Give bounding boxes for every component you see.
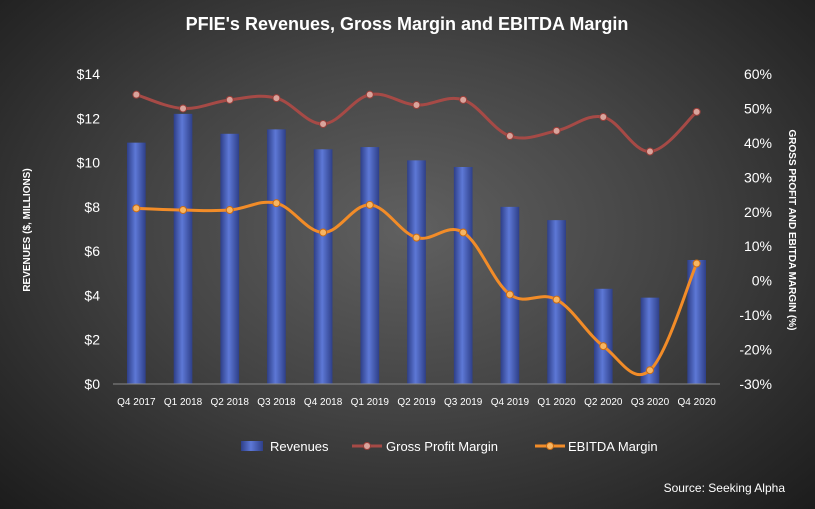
legend-label-gross-margin: Gross Profit Margin bbox=[386, 439, 498, 454]
ebitda-margin-point bbox=[552, 295, 561, 304]
revenue-bar bbox=[453, 167, 473, 384]
x-tick-label: Q2 2020 bbox=[584, 397, 623, 408]
x-tick-label: Q4 2019 bbox=[491, 397, 530, 408]
y-tick-label: $12 bbox=[77, 110, 101, 126]
y2-tick-label: -20% bbox=[739, 342, 772, 358]
ebitda-margin-point bbox=[412, 233, 421, 242]
gross-margin-point bbox=[645, 147, 654, 156]
x-tick-label: Q1 2020 bbox=[537, 397, 576, 408]
ebitda-margin-point bbox=[319, 228, 328, 237]
y2-tick-label: 40% bbox=[744, 135, 772, 151]
gross-margin-point bbox=[459, 95, 468, 104]
gross-margin-point bbox=[225, 95, 234, 104]
x-tick-label: Q2 2019 bbox=[397, 397, 436, 408]
legend-label-ebitda-margin: EBITDA Margin bbox=[568, 439, 658, 454]
gross-margin-point bbox=[505, 132, 514, 140]
gross-margin-point bbox=[412, 101, 421, 109]
gross-margin-point bbox=[319, 119, 328, 128]
ebitda-margin-point bbox=[132, 204, 141, 213]
x-tick-label: Q1 2018 bbox=[164, 397, 203, 408]
gross-margin-point bbox=[132, 90, 141, 99]
y2-tick-label: 10% bbox=[744, 238, 772, 254]
y2-tick-label: 50% bbox=[744, 100, 772, 116]
y-tick-label: $10 bbox=[77, 155, 101, 171]
revenue-bar bbox=[267, 129, 286, 384]
legend: Revenues Gross Profit Margin EBITDA Margin bbox=[241, 439, 658, 454]
gross-margin-point bbox=[179, 104, 188, 113]
y2-tick-label: -10% bbox=[739, 307, 772, 323]
y2-tick-label: 20% bbox=[744, 204, 772, 220]
ebitda-margin-point bbox=[692, 259, 701, 268]
y2-tick-label: -30% bbox=[739, 376, 772, 392]
y-tick-label: $2 bbox=[84, 332, 100, 348]
x-tick-label: Q4 2020 bbox=[677, 397, 716, 408]
ebitda-margin-point bbox=[645, 366, 654, 375]
legend-marker-gross-margin bbox=[363, 442, 371, 450]
revenue-bar bbox=[407, 160, 426, 384]
y-tick-label: $8 bbox=[84, 199, 100, 215]
y-tick-label: $4 bbox=[84, 287, 100, 303]
axis-layer: $0 $2 $4 $6 $8 $10 $12 $14 -30% -20% -10% 0% 10% 20% 3… bbox=[77, 66, 772, 408]
revenue-bar bbox=[687, 260, 706, 384]
x-tick-label: Q3 2020 bbox=[631, 397, 670, 408]
bars-layer bbox=[127, 113, 706, 384]
gross-margin-point bbox=[552, 126, 561, 135]
y2-axis-label: GROSS PROFIT AND EBITDA MARGIN (%) bbox=[786, 130, 797, 331]
x-tick-label: Q3 2019 bbox=[444, 397, 483, 408]
revenue-bar bbox=[173, 113, 193, 384]
legend-swatch-revenues bbox=[241, 441, 263, 451]
y2-tick-label: 60% bbox=[744, 66, 772, 82]
x-tick-label: Q2 2018 bbox=[211, 397, 250, 408]
x-tick-label: Q4 2018 bbox=[304, 397, 343, 408]
y-tick-label: $6 bbox=[84, 243, 100, 259]
lines-layer bbox=[132, 90, 701, 377]
revenue-bar bbox=[360, 147, 380, 384]
ebitda-margin-point bbox=[599, 342, 608, 351]
legend-label-revenues: Revenues bbox=[270, 439, 329, 454]
ebitda-margin-point bbox=[179, 206, 188, 215]
x-tick-label: Q1 2019 bbox=[351, 397, 390, 408]
revenue-bar bbox=[593, 288, 613, 384]
ebitda-margin-point bbox=[505, 290, 514, 299]
x-tick-label: Q4 2017 bbox=[117, 397, 156, 408]
revenue-bar bbox=[220, 133, 240, 384]
legend-marker-ebitda-margin bbox=[546, 442, 554, 450]
y2-tick-label: 0% bbox=[752, 273, 772, 289]
gross-margin-point bbox=[272, 94, 281, 103]
y-tick-label: $0 bbox=[84, 376, 100, 392]
y-tick-label: $14 bbox=[77, 66, 101, 82]
ebitda-margin-point bbox=[459, 228, 468, 237]
revenue-bar bbox=[313, 149, 333, 384]
gross-margin-point bbox=[599, 113, 608, 122]
gross-margin-point bbox=[692, 107, 701, 116]
chart-title: PFIE's Revenues, Gross Margin and EBITDA… bbox=[186, 14, 629, 34]
gross-margin-point bbox=[365, 90, 374, 99]
source-note: Source: Seeking Alpha bbox=[664, 481, 786, 495]
y-axis-label: REVENUES ($, MILLIONS) bbox=[22, 168, 33, 291]
y2-tick-label: 30% bbox=[744, 169, 772, 185]
ebitda-margin-point bbox=[225, 206, 234, 215]
revenue-bar bbox=[127, 142, 146, 384]
ebitda-margin-point bbox=[272, 199, 281, 208]
ebitda-margin-point bbox=[365, 200, 374, 209]
x-tick-label: Q3 2018 bbox=[257, 397, 296, 408]
